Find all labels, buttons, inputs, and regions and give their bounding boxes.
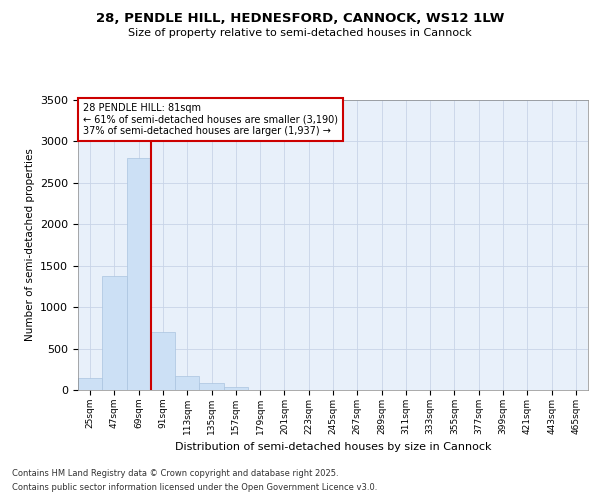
Bar xyxy=(199,382,224,390)
Text: Contains public sector information licensed under the Open Government Licence v3: Contains public sector information licen… xyxy=(12,484,377,492)
Y-axis label: Number of semi-detached properties: Number of semi-detached properties xyxy=(25,148,35,342)
Text: 28, PENDLE HILL, HEDNESFORD, CANNOCK, WS12 1LW: 28, PENDLE HILL, HEDNESFORD, CANNOCK, WS… xyxy=(96,12,504,26)
Bar xyxy=(127,158,151,390)
Text: Contains HM Land Registry data © Crown copyright and database right 2025.: Contains HM Land Registry data © Crown c… xyxy=(12,468,338,477)
X-axis label: Distribution of semi-detached houses by size in Cannock: Distribution of semi-detached houses by … xyxy=(175,442,491,452)
Bar xyxy=(78,378,102,390)
Bar xyxy=(224,387,248,390)
Bar xyxy=(151,332,175,390)
Bar xyxy=(175,376,199,390)
Text: Size of property relative to semi-detached houses in Cannock: Size of property relative to semi-detach… xyxy=(128,28,472,38)
Bar xyxy=(102,276,127,390)
Text: 28 PENDLE HILL: 81sqm
← 61% of semi-detached houses are smaller (3,190)
37% of s: 28 PENDLE HILL: 81sqm ← 61% of semi-deta… xyxy=(83,103,338,136)
